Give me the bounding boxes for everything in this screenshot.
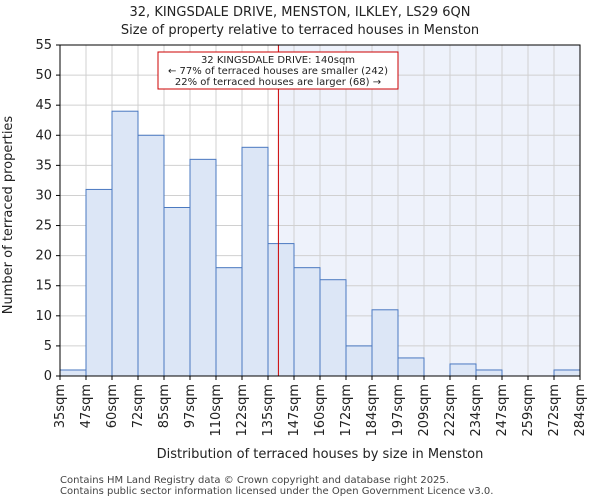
bar-135sqm: [267, 243, 295, 377]
x-tick-label: 184sqm: [365, 384, 380, 437]
bar-234sqm: [475, 369, 503, 377]
x-tick-label: 110sqm: [209, 384, 224, 437]
footer-line-1: Contains HM Land Registry data © Crown c…: [60, 475, 449, 486]
bar-197sqm: [397, 357, 425, 377]
bar-85sqm: [163, 206, 191, 377]
x-tick-label: 135sqm: [261, 384, 276, 437]
annotation-line-3: 22% of terraced houses are larger (68) →: [175, 77, 381, 88]
y-tick-label: 30: [35, 188, 52, 203]
y-tick-label: 50: [35, 68, 52, 83]
bar-147sqm: [293, 267, 321, 377]
bar-122sqm: [241, 146, 269, 377]
bar-97sqm: [189, 158, 217, 377]
y-tick-label: 40: [35, 128, 52, 143]
y-tick-label: 35: [35, 158, 52, 173]
y-tick-label: 55: [35, 38, 52, 53]
bar-184sqm: [371, 309, 399, 377]
bar-160sqm: [319, 279, 347, 377]
chart-title: 32, KINGSDALE DRIVE, MENSTON, ILKLEY, LS…: [130, 5, 471, 20]
bars: [59, 110, 581, 377]
x-tick-label: 72sqm: [131, 384, 146, 428]
y-tick-label: 45: [35, 98, 52, 113]
x-tick-label: 222sqm: [443, 384, 458, 437]
x-tick-label: 247sqm: [495, 384, 510, 437]
y-tick-label: 5: [44, 339, 52, 354]
bar-272sqm: [553, 369, 581, 377]
y-tick-label: 20: [35, 249, 52, 264]
y-tick-label: 25: [35, 219, 52, 234]
annotation-line-2: ← 77% of terraced houses are smaller (24…: [168, 66, 388, 77]
annotation-line-1: 32 KINGSDALE DRIVE: 140sqm: [201, 55, 355, 66]
bar-60sqm: [111, 110, 139, 377]
x-ticks: 35sqm 47sqm 60sqm 72sqm 85sqm 97sqm 110sqm 122s…: [53, 376, 588, 437]
footer-line-2: Contains public sector information licen…: [60, 486, 493, 497]
annotation-box: 32 KINGSDALE DRIVE: 140sqm ← 77% of terr…: [157, 51, 399, 90]
x-axis-label: Distribution of terraced houses by size …: [157, 447, 484, 462]
x-tick-label: 209sqm: [417, 384, 432, 437]
x-tick-label: 234sqm: [469, 384, 484, 437]
y-tick-label: 15: [35, 279, 52, 294]
bar-72sqm: [137, 134, 165, 377]
x-tick-label: 272sqm: [547, 384, 562, 437]
x-tick-label: 47sqm: [79, 384, 94, 428]
y-tick-label: 10: [35, 309, 52, 324]
bar-110sqm: [215, 267, 243, 377]
x-tick-label: 97sqm: [183, 384, 198, 428]
x-tick-label: 284sqm: [573, 384, 588, 437]
bar-222sqm: [449, 363, 477, 377]
annotation-box-frame: [157, 51, 399, 90]
x-tick-label: 35sqm: [53, 384, 68, 428]
bar-47sqm: [85, 188, 113, 377]
x-tick-label: 259sqm: [521, 384, 536, 437]
x-tick-label: 160sqm: [313, 384, 328, 437]
x-tick-label: 122sqm: [235, 384, 250, 437]
bar-35sqm: [59, 369, 87, 377]
x-tick-label: 60sqm: [105, 384, 120, 428]
x-tick-label: 172sqm: [339, 384, 354, 437]
y-ticks: 0 5 10 15 20 25 30 35 40 45 50 55: [35, 38, 60, 384]
x-tick-label: 197sqm: [391, 384, 406, 437]
bar-172sqm: [345, 345, 373, 377]
y-axis-label: Number of terraced properties: [1, 116, 16, 315]
y-tick-label: 0: [44, 369, 52, 384]
x-tick-label: 85sqm: [157, 384, 172, 428]
x-tick-label: 147sqm: [287, 384, 302, 437]
chart-subtitle: Size of property relative to terraced ho…: [121, 23, 479, 38]
